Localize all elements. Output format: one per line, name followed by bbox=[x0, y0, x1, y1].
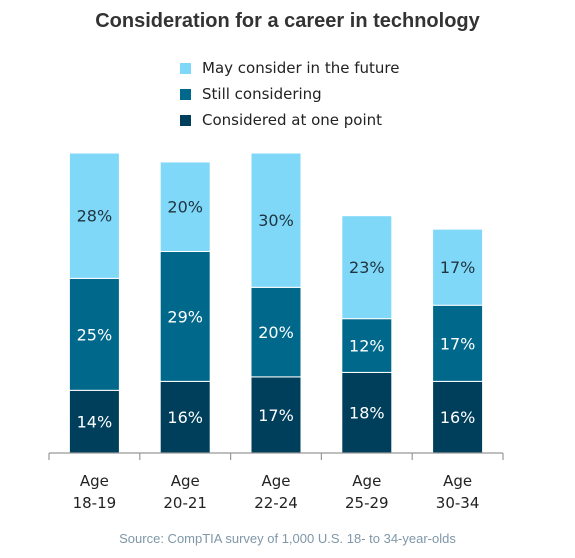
category-label: 25-29 bbox=[345, 494, 389, 512]
legend-swatch bbox=[180, 88, 191, 100]
data-label: 29% bbox=[167, 307, 203, 326]
data-label: 12% bbox=[349, 337, 385, 356]
bar-segment bbox=[159, 161, 211, 253]
data-label: 20% bbox=[258, 323, 294, 342]
bar-segment bbox=[68, 152, 120, 279]
data-label: 17% bbox=[440, 258, 476, 277]
category-label: 20-21 bbox=[163, 494, 207, 512]
legend-label: Still considering bbox=[202, 85, 322, 103]
data-label: 17% bbox=[258, 406, 294, 425]
bar-segment bbox=[250, 152, 302, 288]
bar-segment bbox=[432, 304, 484, 382]
category-label: 30-34 bbox=[436, 494, 480, 512]
legend-label: May consider in the future bbox=[202, 59, 400, 77]
data-label: 16% bbox=[440, 408, 476, 427]
data-label: 23% bbox=[349, 258, 385, 277]
category-label: Age bbox=[443, 472, 472, 490]
chart-title: Consideration for a career in technology bbox=[95, 10, 480, 32]
bar-segment bbox=[432, 228, 484, 306]
category-label: Age bbox=[171, 472, 200, 490]
legend: May consider in the future Still consider… bbox=[180, 56, 399, 134]
data-label: 28% bbox=[77, 207, 113, 226]
data-label: 14% bbox=[77, 413, 113, 432]
data-label: 16% bbox=[167, 408, 203, 427]
legend-label: Considered at one point bbox=[202, 111, 383, 129]
data-label: 18% bbox=[349, 404, 385, 423]
bar-segment bbox=[250, 286, 302, 378]
category-label: 18-19 bbox=[73, 494, 117, 512]
legend-item: May consider in the future bbox=[180, 56, 399, 80]
category-label: 22-24 bbox=[254, 494, 298, 512]
data-label: 30% bbox=[258, 211, 294, 230]
legend-item: Still considering bbox=[180, 82, 399, 106]
legend-swatch bbox=[180, 114, 191, 126]
bar-segment bbox=[68, 277, 120, 391]
bar-segment bbox=[68, 389, 120, 454]
legend-item: Considered at one point bbox=[180, 108, 399, 132]
stacked-bar-chart: 14% 25% 28% Age 18-19 16% 29% 20% Age 20-21 17% 20%… bbox=[48, 152, 504, 512]
category-label: Age bbox=[352, 472, 381, 490]
category-label: Age bbox=[80, 472, 109, 490]
bar-segment bbox=[341, 318, 393, 373]
data-label: 20% bbox=[167, 198, 203, 217]
category-label: Age bbox=[261, 472, 290, 490]
bar-segment bbox=[341, 215, 393, 320]
data-label: 25% bbox=[77, 325, 113, 344]
bar-segment bbox=[432, 380, 484, 454]
source-note: Source: CompTIA survey of 1,000 U.S. 18-… bbox=[119, 531, 456, 546]
legend-swatch bbox=[180, 62, 191, 74]
data-label: 17% bbox=[440, 334, 476, 353]
